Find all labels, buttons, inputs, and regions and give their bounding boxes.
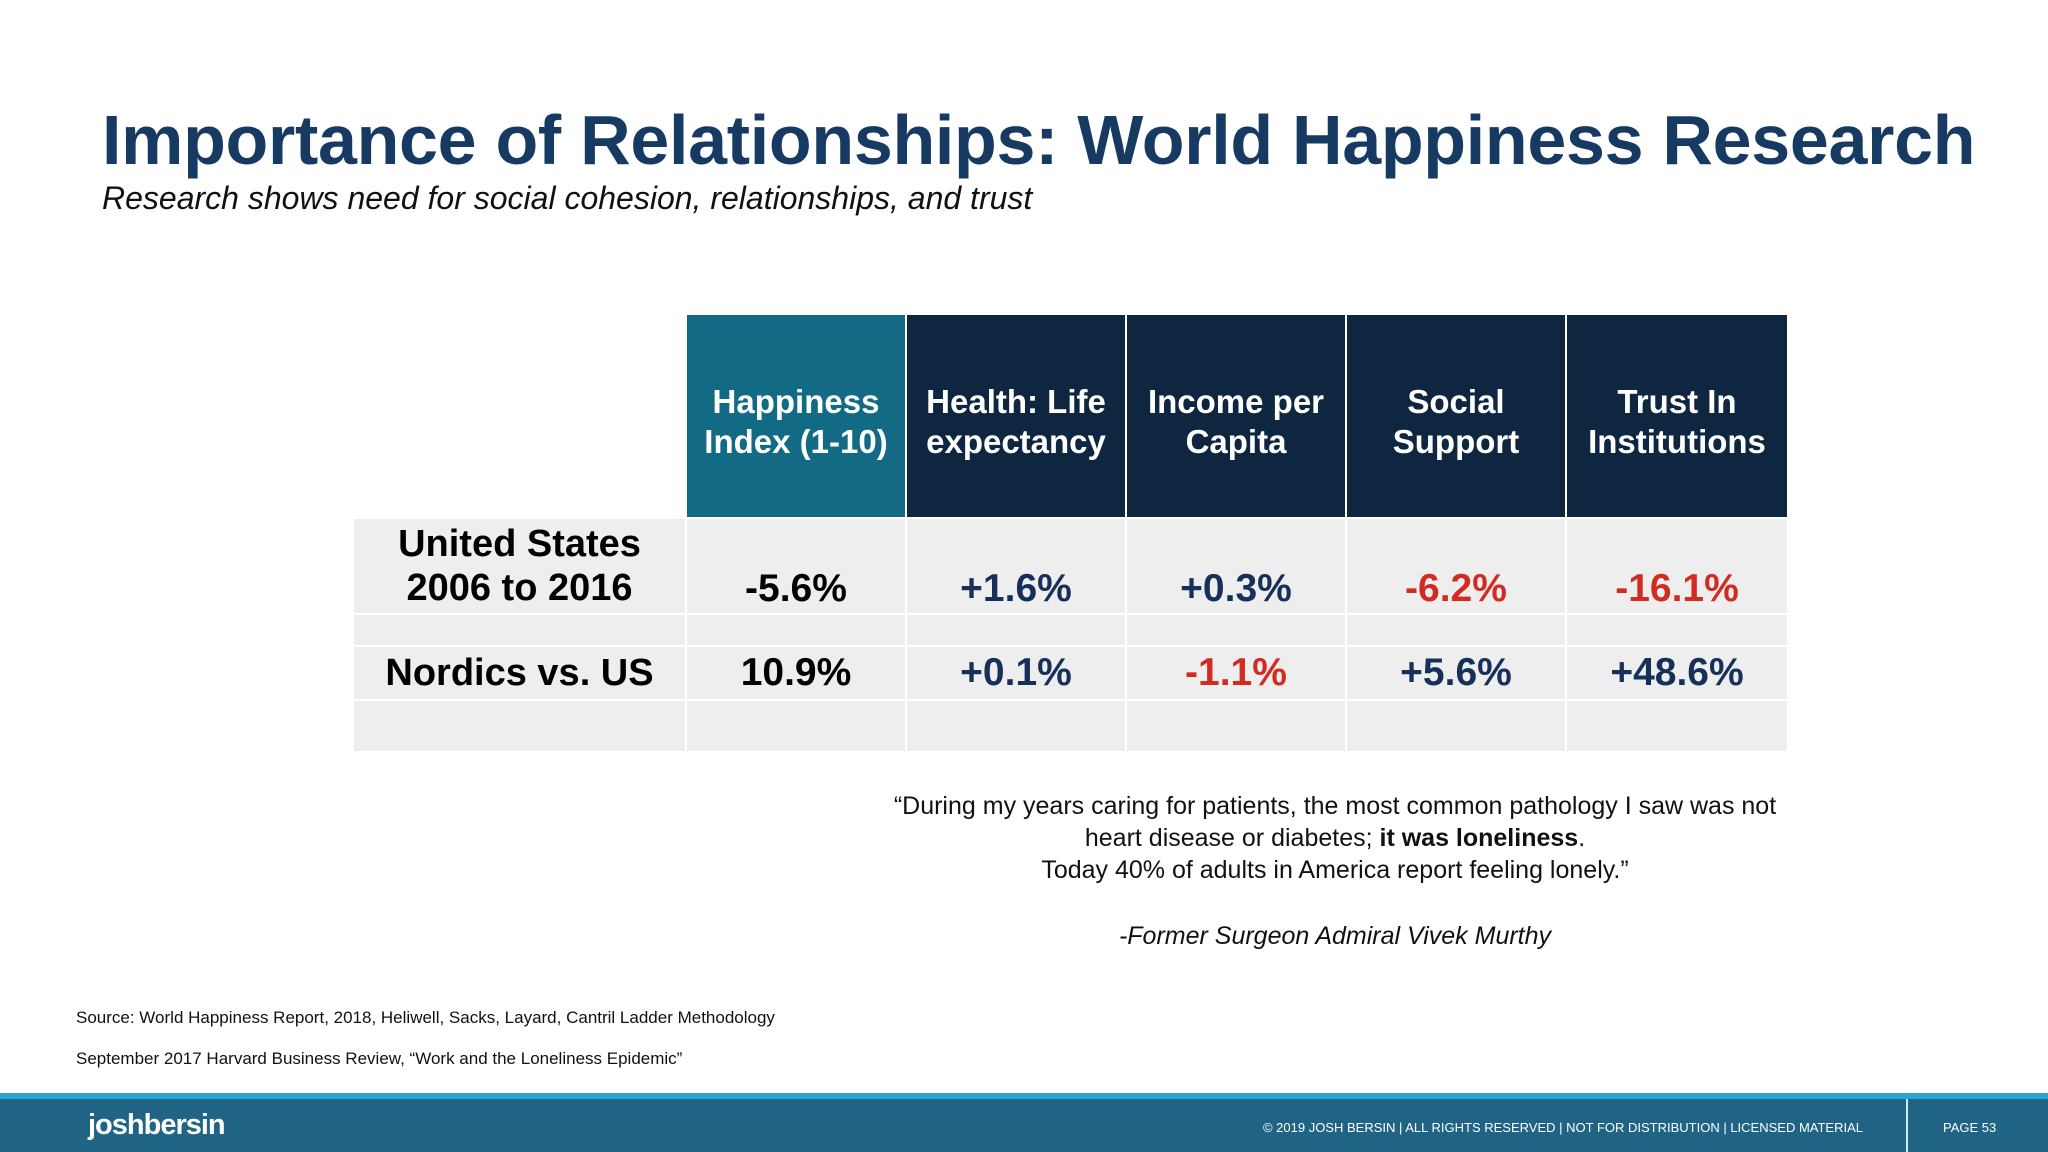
spacer-cell	[1565, 613, 1789, 647]
table-header-row: Happiness Index (1-10) Health: Life expe…	[352, 313, 1789, 519]
column-header-line: Index (1-10)	[704, 423, 888, 460]
value-cell-us-social-support: -6.2%	[1345, 517, 1567, 615]
table-spacer-row	[352, 613, 1789, 647]
column-header-line: Health: Life	[926, 383, 1106, 420]
column-header-line: Support	[1392, 423, 1520, 460]
spacer-cell	[1125, 613, 1347, 647]
table-row-nordics: Nordics vs. US 10.9% +0.1% -1.1% +5.6% +…	[352, 645, 1789, 701]
value-cell-us-trust: -16.1%	[1565, 517, 1789, 615]
comparison-table: Happiness Index (1-10) Health: Life expe…	[352, 313, 1789, 753]
value-cell-nordics-social-support: +5.6%	[1345, 645, 1567, 701]
column-header-health: Health: Life expectancy	[905, 313, 1127, 519]
spacer-cell	[352, 613, 687, 647]
source-note: September 2017 Harvard Business Review, …	[76, 1049, 683, 1068]
column-header-line: Capita	[1185, 423, 1287, 460]
row-label-nordics: Nordics vs. US	[352, 645, 687, 701]
footer-bar: joshbersin © 2019 JOSH BERSIN | ALL RIGH…	[0, 1099, 2048, 1152]
column-header-line: Trust In	[1617, 383, 1737, 420]
footer-divider	[1906, 1099, 1908, 1152]
spacer-cell	[685, 699, 907, 753]
column-header-happiness: Happiness Index (1-10)	[685, 313, 907, 519]
column-header-line: Happiness	[712, 383, 880, 420]
column-header-line: Social	[1407, 383, 1505, 420]
value-cell-nordics-income: -1.1%	[1125, 645, 1347, 701]
quote-attribution: -Former Surgeon Admiral Vivek Murthy	[1118, 922, 1552, 950]
copyright-notice: © 2019 JOSH BERSIN | ALL RIGHTS RESERVED…	[1262, 1120, 1863, 1135]
table-row-united-states: United States 2006 to 2016 -5.6% +1.6% +…	[352, 517, 1789, 615]
column-header-social-support: Social Support	[1345, 313, 1567, 519]
quote-text: “During my years caring for patients, th…	[870, 790, 1800, 886]
spacer-cell	[352, 699, 687, 753]
column-header-line: Institutions	[1588, 423, 1766, 460]
quote-line: Today 40% of adults in America report fe…	[1041, 856, 1629, 884]
row-label-line: United States	[398, 523, 641, 565]
spacer-cell	[1125, 699, 1347, 753]
footer-accent-line	[0, 1093, 2048, 1099]
page-number: PAGE 53	[1943, 1120, 1997, 1135]
source-note: Source: World Happiness Report, 2018, He…	[76, 1008, 775, 1027]
column-header-line: expectancy	[926, 423, 1106, 460]
spacer-cell	[685, 613, 907, 647]
spacer-cell	[905, 699, 1127, 753]
value-cell-nordics-health: +0.1%	[905, 645, 1127, 701]
row-label-united-states: United States 2006 to 2016	[352, 517, 687, 615]
spacer-cell	[1345, 699, 1567, 753]
value-cell-nordics-happiness: 10.9%	[685, 645, 907, 701]
slide-title: Importance of Relationships: World Happi…	[102, 101, 1976, 179]
column-header-income: Income per Capita	[1125, 313, 1347, 519]
value-cell-us-health: +1.6%	[905, 517, 1127, 615]
column-header-line: Income per	[1147, 383, 1325, 420]
brand-logo: joshbersin	[88, 1109, 226, 1141]
quote-part: “During my years caring for patients, th…	[893, 792, 1777, 852]
spacer-cell	[1565, 699, 1789, 753]
value-cell-us-income: +0.3%	[1125, 517, 1347, 615]
quote-part: .	[1578, 824, 1586, 852]
value-cell-nordics-trust: +48.6%	[1565, 645, 1789, 701]
spacer-cell	[1345, 613, 1567, 647]
table-corner-cell	[352, 313, 687, 519]
table-spacer-row	[352, 699, 1789, 753]
value-cell-us-happiness: -5.6%	[685, 517, 907, 615]
slide-subtitle: Research shows need for social cohesion,…	[102, 180, 1033, 216]
quote-emphasis: it was loneliness	[1379, 824, 1579, 852]
row-label-line: 2006 to 2016	[406, 567, 633, 609]
column-header-trust: Trust In Institutions	[1565, 313, 1789, 519]
spacer-cell	[905, 613, 1127, 647]
